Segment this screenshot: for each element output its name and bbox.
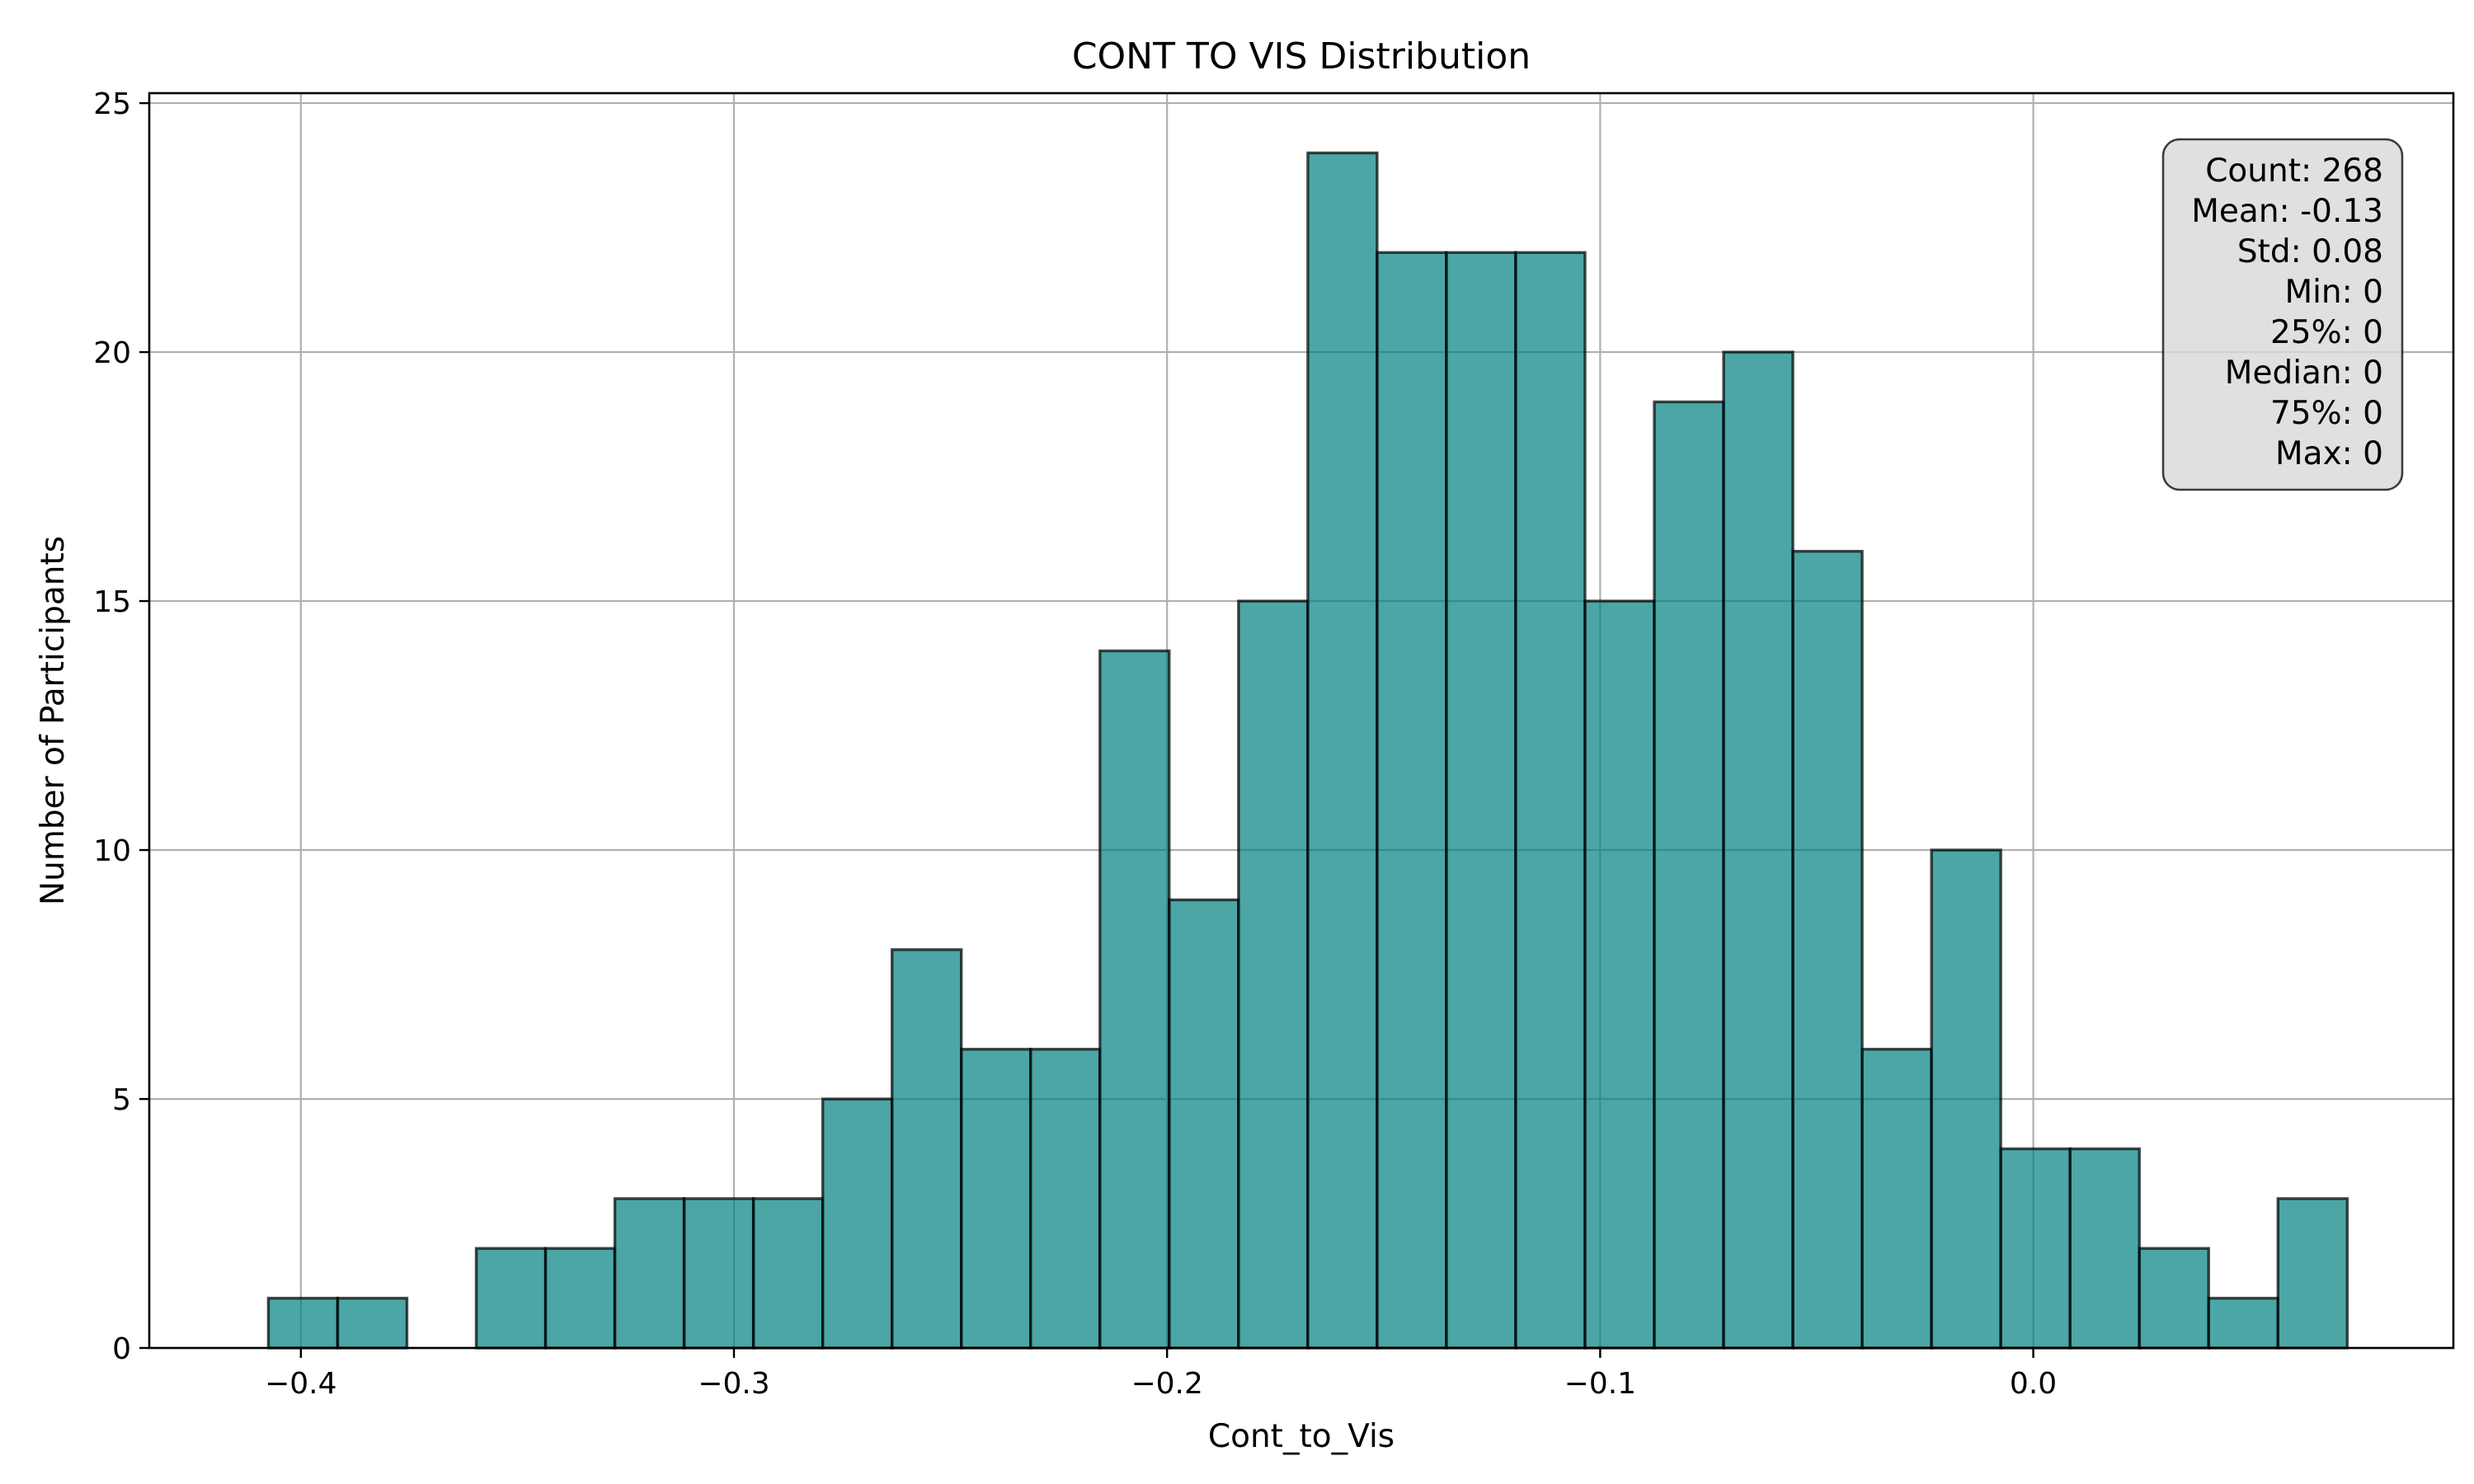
histogram-bar [474,1247,548,1350]
histogram-bar [960,1047,1032,1350]
histogram-bar [1098,649,1171,1350]
stats-line: Mean: -0.13 [2191,193,2383,230]
bars [266,151,2349,1350]
stats-box-background [2161,138,2404,491]
histogram-bar [1653,400,1725,1350]
x-axis-label: Cont_to_Vis [1208,1418,1395,1455]
y-tick-label: 15 [93,585,131,619]
histogram-bar [1445,251,1517,1350]
x-axis-ticks: −0.4 −0.3 −0.2 −0.1 0.0 [265,1348,2057,1401]
histogram-bar [1583,599,1656,1350]
y-axis-label: Number of Participants [35,536,72,905]
histogram-bar [543,1247,617,1350]
histogram-bar [1722,350,1794,1350]
histogram-bar [1930,848,2002,1350]
x-tick-label: 0.0 [2010,1367,2057,1401]
x-tick-label: −0.2 [1131,1367,1202,1401]
stats-line: Min: 0 [2284,274,2383,311]
x-tick-label: −0.1 [1564,1367,1636,1401]
histogram-bar [890,948,963,1350]
histogram-bar [1029,1047,1102,1350]
histogram-bar [2276,1197,2349,1350]
histogram-bar [1168,898,1240,1350]
y-tick-label: 0 [112,1332,131,1366]
y-tick-label: 5 [112,1083,131,1117]
stats-line: Std: 0.08 [2237,233,2383,270]
histogram-bar [1791,549,1864,1350]
y-tick-label: 25 [93,87,131,121]
plot-frame [148,92,2455,1350]
histogram-bar [751,1197,825,1350]
histogram-bar [1306,151,1379,1350]
y-tick-label: 20 [93,336,131,370]
stats-line: 25%: 0 [2270,314,2383,351]
stats-line: Max: 0 [2275,435,2383,472]
stats-line: Median: 0 [2225,355,2383,392]
histogram-bar [613,1197,686,1350]
histogram-bar [2138,1247,2210,1350]
x-tick-label: −0.4 [265,1367,336,1401]
histogram-bar [821,1097,894,1350]
histogram-bar [1999,1147,2072,1350]
histogram-bar [336,1296,409,1350]
histogram-bar [2207,1296,2279,1350]
stats-line: Count: 268 [2205,153,2383,190]
histogram-bar [1376,251,1448,1350]
histogram-bar [1860,1047,1933,1350]
histogram-bar [2068,1147,2141,1350]
stats-line: 75%: 0 [2270,395,2383,432]
y-tick-label: 10 [93,834,131,868]
chart-title: CONT TO VIS Distribution [1072,35,1531,77]
y-axis-ticks: 0 5 10 15 20 25 [93,87,149,1366]
histogram-bar [1237,599,1310,1350]
x-tick-label: −0.3 [698,1367,769,1401]
histogram-bar [682,1197,755,1350]
histogram-bar [266,1296,340,1350]
histogram-bar [1514,251,1587,1350]
